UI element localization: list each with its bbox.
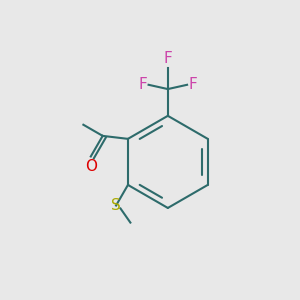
Text: S: S xyxy=(111,198,121,213)
Text: F: F xyxy=(138,77,147,92)
Text: F: F xyxy=(164,51,172,66)
Text: O: O xyxy=(85,159,97,174)
Text: F: F xyxy=(189,77,197,92)
